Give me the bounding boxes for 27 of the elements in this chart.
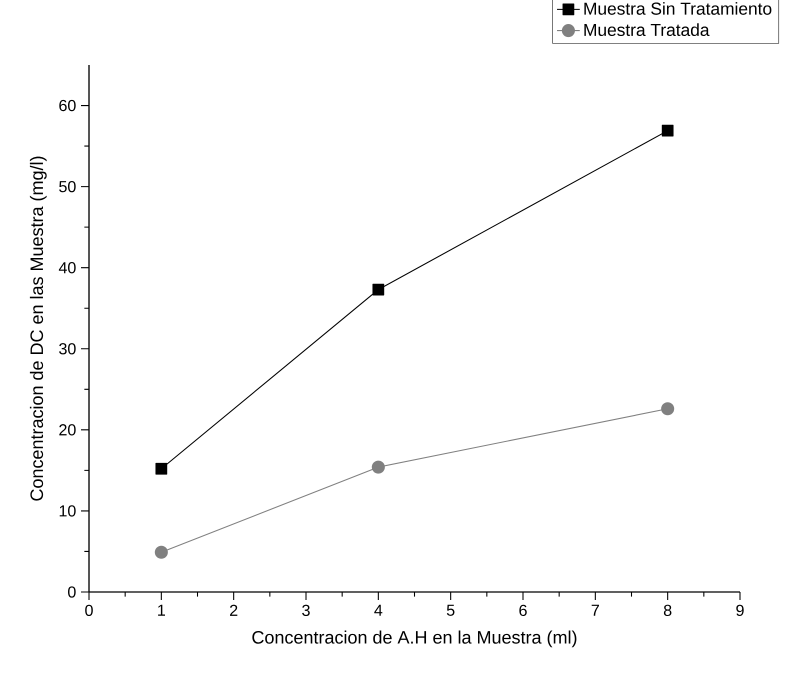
- y-tick-label: 60: [59, 100, 76, 112]
- legend-label: Muestra Sin Tratamiento: [584, 2, 772, 15]
- x-tick-label: 5: [446, 604, 454, 616]
- point: [372, 460, 385, 474]
- x-tick-label: 0: [85, 604, 93, 616]
- x-tick-label: 9: [736, 604, 744, 616]
- x-tick-label: 2: [230, 604, 238, 616]
- point: [155, 462, 168, 475]
- x-tick-label: 8: [664, 604, 672, 616]
- point: [661, 402, 674, 416]
- y-tick-label: 10: [60, 505, 76, 517]
- legend-label: Muestra Tratada: [584, 23, 710, 36]
- y-tick-label: 40: [58, 262, 76, 274]
- point: [372, 284, 384, 296]
- y-tick-label: 0: [68, 586, 76, 598]
- point: [154, 546, 168, 559]
- point: [662, 124, 674, 137]
- x-tick-label: 7: [592, 604, 599, 616]
- y-axis-title: Concentracion de DC en las Muestra (mg/l): [30, 156, 47, 501]
- x-axis-title: Concentracion de A.H en la Muestra (ml): [252, 630, 576, 648]
- x-tick-label: 3: [302, 604, 310, 616]
- y-tick-label: 20: [59, 424, 76, 436]
- x-tick-label: 1: [158, 604, 165, 616]
- x-tick-label: 4: [374, 604, 382, 616]
- x-tick-label: 6: [519, 604, 527, 616]
- y-tick-label: 30: [59, 343, 76, 354]
- y-tick-label: 50: [59, 180, 76, 192]
